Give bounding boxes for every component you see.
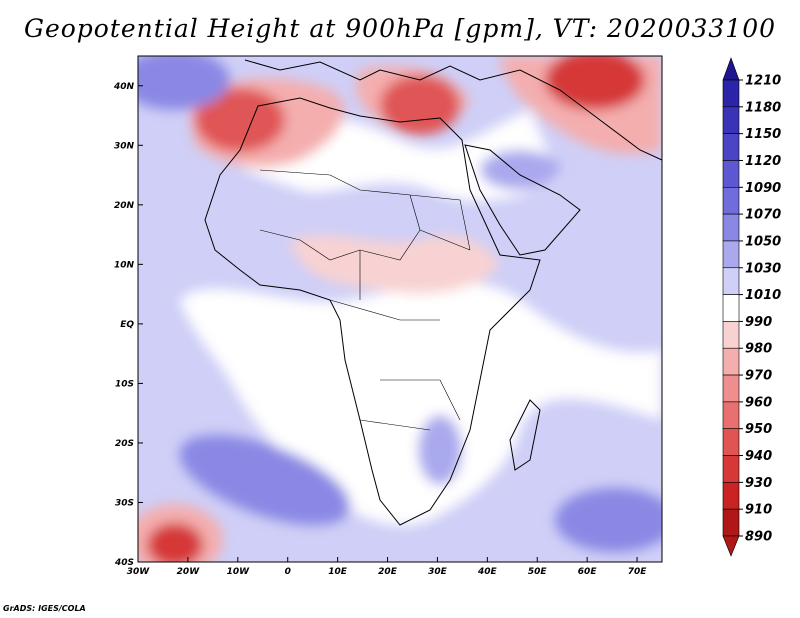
lon-tick-label: 70E (628, 567, 648, 577)
colorbar-swatch (722, 240, 740, 269)
colorbar-swatch (722, 508, 740, 537)
blue-arabia (480, 150, 560, 190)
colorbar-swatch (722, 267, 740, 295)
colorbar-swatch (722, 294, 740, 322)
colorbar-swatch (722, 133, 740, 161)
lon-tick-label: 0 (285, 567, 291, 577)
chart-title: Geopotential Height at 900hPa [gpm], VT:… (23, 14, 777, 43)
colorbar-swatch (722, 428, 740, 456)
europe-coastline (244, 59, 663, 161)
blue-north-atlantic (138, 56, 230, 110)
colorbar-level-label: 1180 (745, 100, 781, 115)
lat-tick-label: EQ (120, 320, 134, 330)
arabia-coastline (464, 144, 581, 256)
red-south-atlantic (147, 523, 203, 562)
lon-tick-label: 30W (127, 567, 151, 577)
colorbar-level-label: 930 (745, 476, 772, 491)
lon-tick-label: 10W (227, 567, 251, 577)
blue-southern-africa (418, 415, 462, 485)
colorbar-level-label: 1010 (745, 288, 781, 303)
lat-tick-label: 10N (114, 260, 135, 270)
colorbar-level-label: 1050 (745, 234, 781, 249)
colorbar-swatch (722, 347, 740, 376)
colorbar-swatch (722, 79, 740, 108)
colorbar-swatch (722, 321, 740, 349)
colorbar-level-label: 990 (745, 315, 772, 330)
lat-tick-label: 30S (115, 498, 134, 508)
lat-tick-label: 40N (113, 82, 135, 92)
colorbar-level-label: 950 (745, 422, 772, 437)
colorbar-swatch (722, 160, 740, 188)
country-borders (259, 169, 471, 431)
lon-tick-label: 20E (378, 567, 398, 577)
colorbar-level-label: 940 (745, 449, 772, 464)
plot-frame (137, 55, 663, 563)
blue-indian-ocean (555, 488, 662, 552)
colorbar-top-arrow (722, 57, 740, 81)
lat-tick-label: 10S (115, 379, 134, 389)
madagascar-coastline (509, 399, 541, 471)
red-core-iran (545, 56, 645, 110)
colorbar: 1210 1180 1150 1120 1090 1070 1050 1030 1010 990 9… (722, 57, 781, 557)
lon-tick-label: 60E (578, 567, 598, 577)
pink-sahel (290, 235, 500, 294)
lat-tick-label: 20N (114, 201, 135, 211)
colorbar-swatch (722, 106, 740, 134)
colorbar-swatch (722, 482, 740, 510)
colorbar-level-label: 970 (745, 369, 772, 384)
africa-coastline (204, 97, 541, 526)
colorbar-level-label: 980 (745, 342, 772, 357)
lon-tick-label: 20W (177, 567, 201, 577)
axis-ticks: 30W 20W 10W 0 10E 20E 30E 40E 50E 60E 70E 40S 30S 20S… (113, 82, 647, 577)
geopotential-field (138, 56, 662, 562)
lon-tick-label: 10E (328, 567, 348, 577)
colorbar-level-label: 910 (745, 503, 772, 518)
lat-tick-label: 20S (115, 439, 134, 449)
colorbar-level-label: 960 (745, 395, 772, 410)
colorbar-level-label: 1210 (745, 74, 781, 89)
colorbar-level-label: 1150 (745, 127, 781, 142)
lat-tick-label: 30N (114, 141, 135, 151)
lat-tick-label: 40S (114, 558, 134, 568)
colorbar-swatch (722, 186, 740, 215)
colorbar-swatch (722, 455, 740, 483)
red-core-greece (380, 75, 460, 135)
colorbar-level-label: 1090 (745, 181, 781, 196)
blue-south-atlantic (179, 434, 351, 526)
colorbar-level-label: 1070 (745, 208, 781, 223)
colorbar-swatch (722, 401, 740, 430)
lon-tick-label: 40E (477, 567, 498, 577)
colorbar-swatch (722, 213, 740, 242)
credit-text: GrADS: IGES/COLA (3, 604, 86, 613)
colorbar-level-label: 1120 (745, 154, 781, 169)
colorbar-level-label: 890 (745, 530, 772, 545)
colorbar-bottom-arrow (722, 535, 740, 557)
red-core-morocco (195, 88, 285, 152)
colorbar-level-label: 1030 (745, 261, 781, 276)
lon-tick-label: 50E (528, 567, 548, 577)
colorbar-swatch (722, 374, 740, 403)
lon-tick-label: 30E (428, 567, 448, 577)
